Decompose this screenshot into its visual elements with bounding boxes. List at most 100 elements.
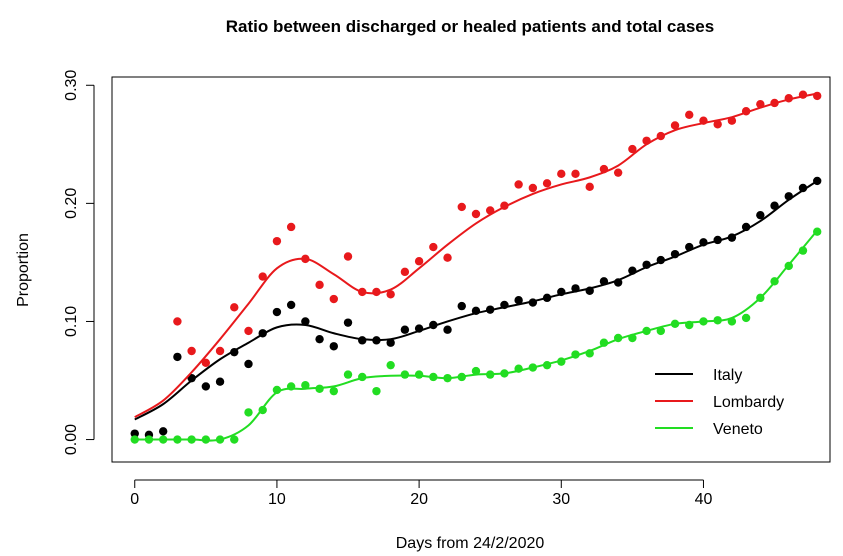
data-point <box>315 334 324 344</box>
data-point <box>173 352 182 362</box>
x-tick-label: 40 <box>695 491 713 508</box>
data-point <box>400 267 410 277</box>
data-point <box>315 384 324 393</box>
data-point <box>571 350 580 359</box>
data-point <box>685 110 694 119</box>
data-point <box>215 435 225 444</box>
data-point <box>372 336 381 345</box>
data-point <box>272 385 282 395</box>
data-point <box>443 373 452 383</box>
data-point <box>400 325 410 334</box>
data-point <box>144 435 154 444</box>
data-point <box>372 386 381 396</box>
data-point <box>500 369 509 378</box>
data-point <box>713 316 722 325</box>
data-point <box>343 252 353 261</box>
y-tick-label: 0.30 <box>63 70 80 101</box>
data-point <box>414 324 424 333</box>
data-point <box>542 179 552 188</box>
data-point <box>784 94 793 103</box>
legend-label: Lombardy <box>713 394 784 411</box>
x-tick-label: 0 <box>130 491 139 508</box>
data-point <box>813 176 822 186</box>
data-point <box>500 300 509 310</box>
data-point <box>514 364 523 373</box>
y-tick-label: 0.10 <box>63 306 80 337</box>
data-point <box>457 301 466 311</box>
data-point <box>599 338 609 347</box>
data-point <box>400 370 410 379</box>
data-point <box>813 227 822 236</box>
data-point <box>201 382 211 391</box>
data-point <box>741 313 751 323</box>
data-point <box>770 98 779 108</box>
data-point <box>315 280 324 290</box>
data-point <box>599 164 609 174</box>
data-point <box>187 346 196 356</box>
data-point <box>571 284 580 293</box>
data-point <box>784 192 793 201</box>
data-point <box>485 206 495 215</box>
data-point <box>528 183 538 193</box>
data-point <box>756 99 765 109</box>
data-point <box>258 272 267 281</box>
data-point <box>329 342 338 351</box>
data-point <box>272 236 282 246</box>
data-point <box>798 183 808 193</box>
data-point <box>585 286 594 295</box>
data-point <box>670 319 680 329</box>
data-point <box>471 306 481 316</box>
data-point <box>358 336 367 345</box>
x-tick-label: 30 <box>552 491 570 508</box>
data-point <box>258 329 267 338</box>
data-point <box>528 363 538 372</box>
data-point <box>557 169 566 179</box>
data-point <box>713 235 722 245</box>
data-point <box>699 116 708 125</box>
data-point <box>741 107 751 116</box>
data-point <box>485 370 495 379</box>
data-point <box>286 382 296 391</box>
data-point <box>187 373 196 383</box>
data-point <box>215 377 225 386</box>
data-point <box>485 305 495 314</box>
data-point <box>386 338 395 347</box>
x-tick-label: 10 <box>268 491 286 508</box>
data-point <box>329 386 338 396</box>
data-point <box>457 372 466 382</box>
data-point <box>230 347 239 357</box>
data-point <box>372 287 381 297</box>
data-point <box>685 242 694 252</box>
data-point <box>585 349 594 358</box>
data-point <box>670 121 680 130</box>
data-point <box>571 169 580 179</box>
data-point <box>258 405 267 415</box>
data-point <box>813 91 822 101</box>
data-point <box>770 201 779 210</box>
data-point <box>727 116 737 125</box>
data-point <box>414 257 424 266</box>
data-point <box>557 357 566 366</box>
data-point <box>542 360 552 370</box>
data-point <box>599 277 609 286</box>
data-point <box>585 182 594 192</box>
legend-label: Veneto <box>713 421 763 438</box>
data-point <box>471 209 481 219</box>
data-point <box>713 120 722 129</box>
data-point <box>613 168 623 177</box>
y-tick-label: 0.00 <box>63 424 80 455</box>
data-point <box>628 266 637 275</box>
data-point <box>358 287 367 297</box>
data-point <box>471 366 481 376</box>
data-point <box>528 298 538 307</box>
data-point <box>429 372 438 382</box>
data-point <box>343 370 353 379</box>
data-point <box>770 277 779 286</box>
data-point <box>301 381 310 390</box>
data-point <box>272 307 282 317</box>
data-point <box>201 358 211 367</box>
data-point <box>741 222 751 232</box>
data-point <box>784 261 793 271</box>
data-point <box>443 325 452 334</box>
